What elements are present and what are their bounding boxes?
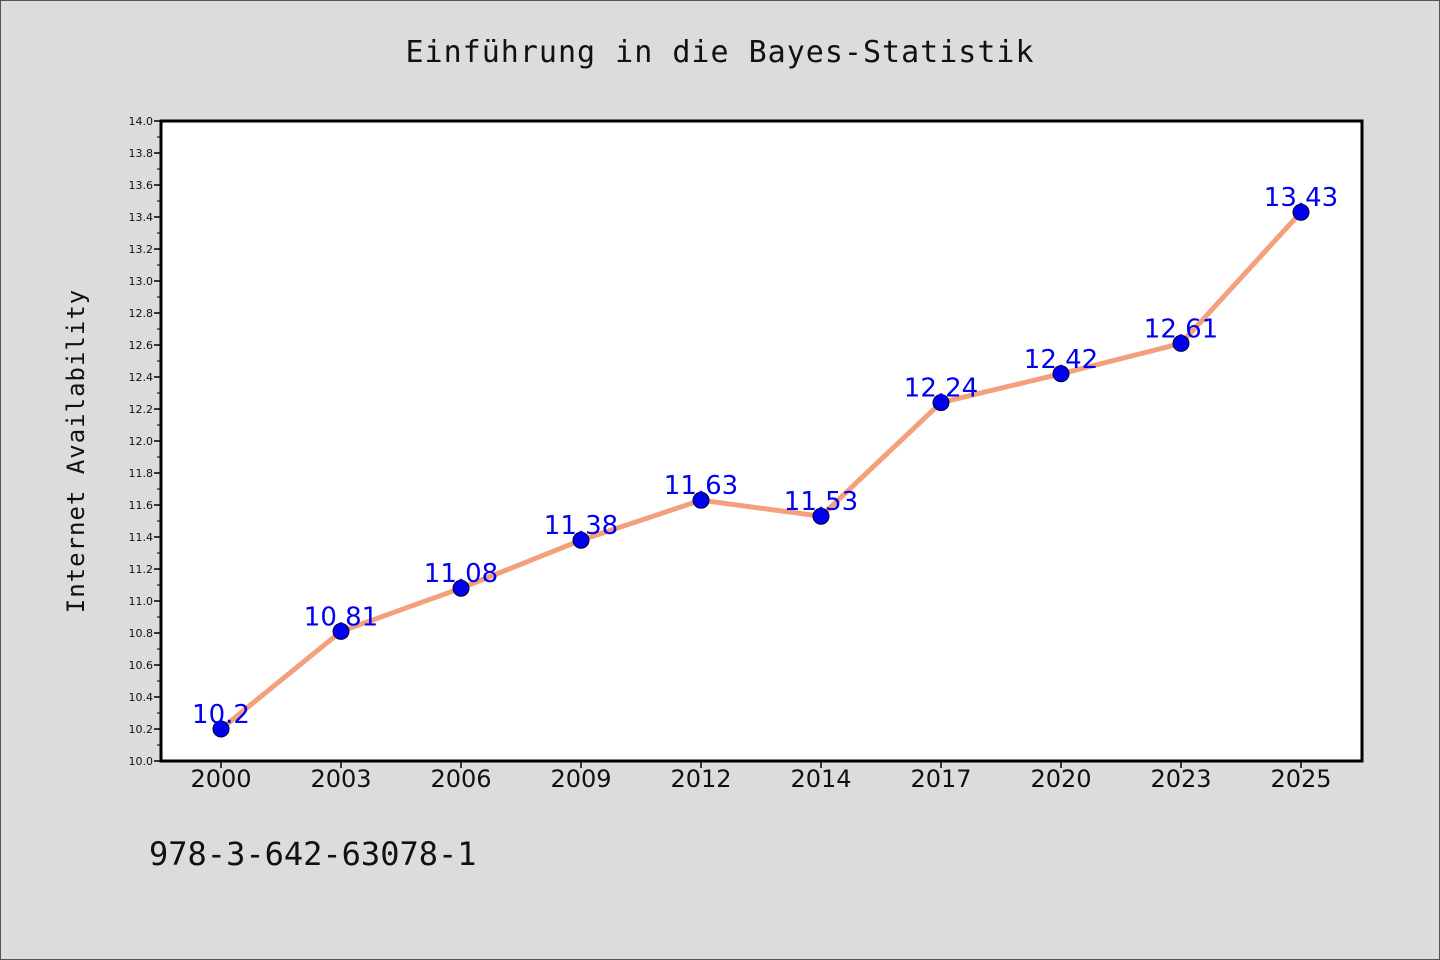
y-tick-label: 13.0: [129, 275, 154, 288]
data-label: 10.81: [304, 602, 378, 632]
y-tick-label: 12.8: [129, 307, 154, 320]
data-point: [452, 579, 470, 597]
y-tick-label: 13.4: [129, 211, 154, 224]
y-tick-label: 11.2: [129, 563, 154, 576]
data-point: [932, 394, 950, 412]
y-tick-label: 13.8: [129, 147, 154, 160]
y-tick-label: 11.0: [129, 595, 154, 608]
y-tick-label: 11.6: [129, 499, 154, 512]
data-point: [1052, 365, 1070, 383]
x-axis: 2000 2003 2006 2009 2012 2014 2017 2020 2023 2025: [190, 761, 1332, 793]
data-labels: 10.2 10.81 11.08 11.38 11.63 11.53 12.24 12.42 1…: [192, 183, 1338, 730]
y-tick-label: 13.6: [129, 179, 154, 192]
x-tick-label: 2025: [1270, 765, 1331, 793]
x-tick-label: 2006: [430, 765, 491, 793]
data-point: [1172, 334, 1190, 352]
x-tick-label: 2017: [910, 765, 971, 793]
y-tick-label: 14.0: [129, 115, 154, 128]
data-label: 12.24: [904, 374, 978, 404]
data-label: 13.43: [1264, 183, 1338, 213]
y-tick-label: 12.2: [129, 403, 154, 416]
data-label: 11.63: [664, 471, 738, 501]
y-tick-label: 10.0: [129, 755, 154, 768]
x-tick-label: 2009: [550, 765, 611, 793]
data-label: 12.61: [1144, 314, 1218, 344]
y-tick-label: 11.8: [129, 467, 154, 480]
chart-title: Einführung in die Bayes-Statistik: [405, 35, 1035, 70]
data-point: [692, 491, 710, 509]
data-label: 12.42: [1024, 345, 1098, 375]
x-tick-label: 2000: [190, 765, 251, 793]
data-point: [332, 622, 350, 640]
data-label: 11.08: [424, 559, 498, 589]
data-point: [1292, 203, 1310, 221]
data-point: [212, 720, 230, 738]
data-label: 11.38: [544, 511, 618, 541]
y-axis: 10.0 10.2 10.4 10.6 10.8 11.0 11.2 11.4 11.6 11.8…: [129, 115, 161, 768]
series-polyline: [218, 209, 1304, 732]
data-point: [812, 507, 830, 525]
y-tick-label: 10.2: [129, 723, 154, 736]
data-label: 10.2: [192, 700, 250, 730]
y-tick-label: 10.8: [129, 627, 154, 640]
y-tick-label: 11.4: [129, 531, 154, 544]
y-tick-label: 12.0: [129, 435, 154, 448]
data-point: [572, 531, 590, 549]
x-tick-label: 2023: [1150, 765, 1211, 793]
x-tick-label: 2003: [310, 765, 371, 793]
y-tick-label: 10.6: [129, 659, 154, 672]
x-tick-label: 2012: [670, 765, 731, 793]
series-markers: [212, 203, 1310, 738]
x-tick-label: 2014: [790, 765, 851, 793]
x-tick-label: 2020: [1030, 765, 1091, 793]
y-tick-label: 10.4: [129, 691, 154, 704]
isbn-text: 978-3-642-63078-1: [149, 835, 477, 873]
data-label: 11.53: [784, 487, 858, 517]
y-tick-label: 12.4: [129, 371, 154, 384]
y-tick-label: 12.6: [129, 339, 154, 352]
y-tick-label: 13.2: [129, 243, 154, 256]
plot-area: [159, 119, 1364, 763]
series-line: [218, 209, 1304, 732]
